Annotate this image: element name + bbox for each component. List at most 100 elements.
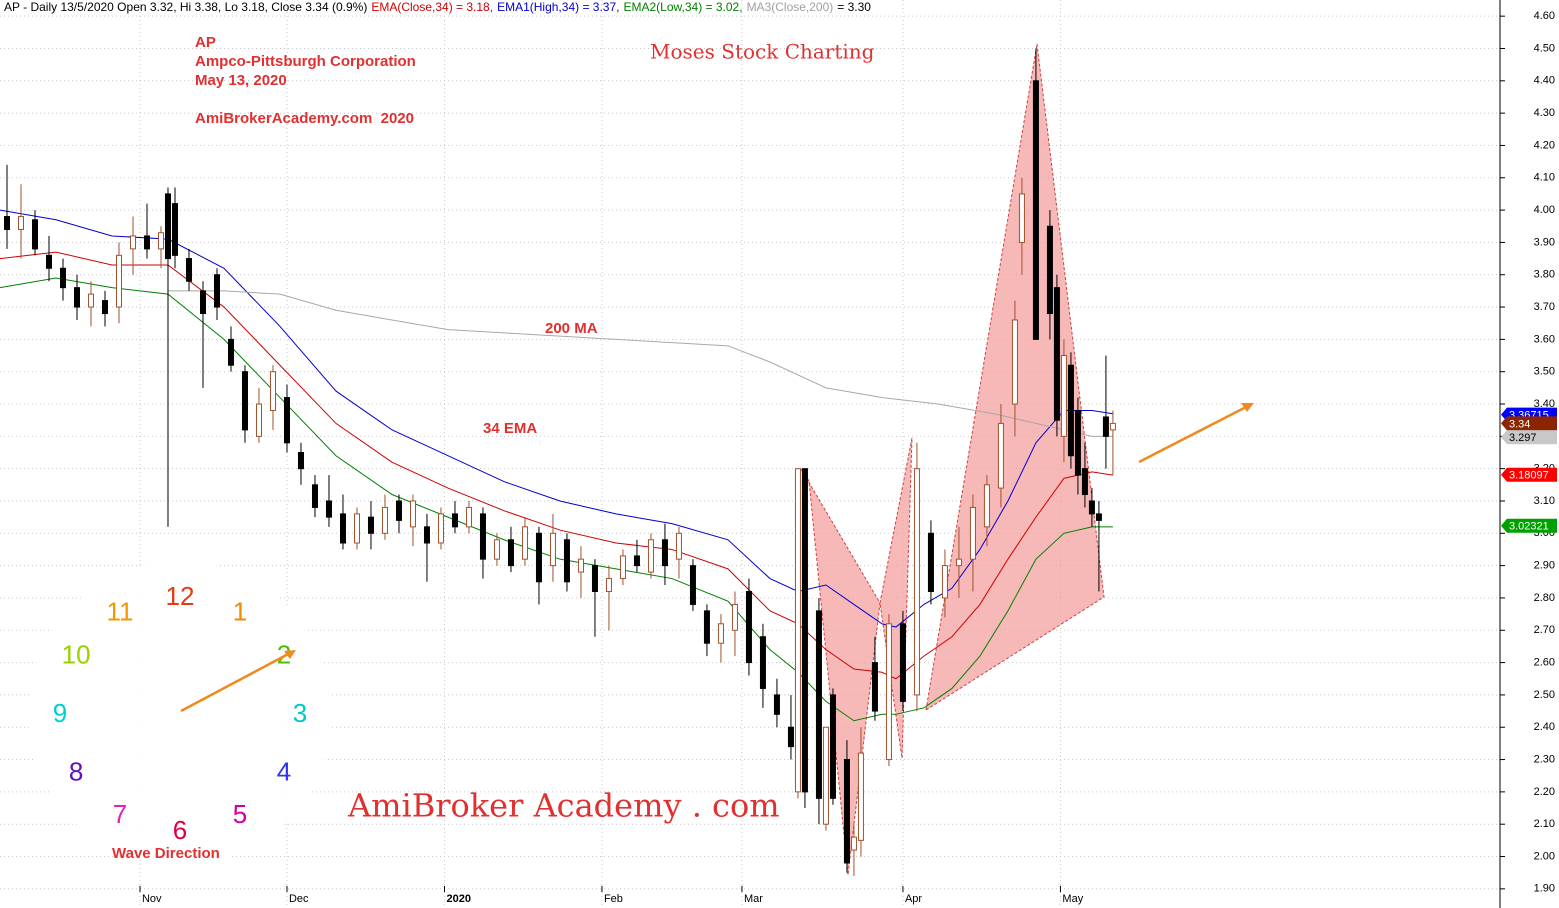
indicator-line xyxy=(0,209,1114,628)
candle-body xyxy=(353,513,360,544)
candle-body xyxy=(1053,287,1060,421)
direction-arrow xyxy=(1138,404,1249,464)
wave-arrow-head xyxy=(284,650,296,659)
direction-arrow-head xyxy=(1241,403,1254,412)
candle-body xyxy=(619,555,626,580)
clock-number: 6 xyxy=(173,815,187,845)
candle-body xyxy=(325,500,332,518)
candle-body xyxy=(241,371,248,431)
candle-body xyxy=(703,610,710,644)
candle-body xyxy=(1095,513,1102,521)
candle-body xyxy=(367,516,374,534)
y-tick-label: 3.90 xyxy=(1534,236,1555,248)
candle-body xyxy=(101,300,108,315)
candle-body xyxy=(143,235,150,250)
candle-body xyxy=(885,623,892,761)
y-tick-label: 3.70 xyxy=(1534,301,1555,313)
candle-body xyxy=(661,539,668,567)
candle-body xyxy=(283,397,290,444)
wave-arrow xyxy=(180,650,293,713)
clock-number: 11 xyxy=(107,597,134,627)
candle-body xyxy=(871,662,878,712)
candle-body xyxy=(157,232,164,250)
y-tick-label: 1.90 xyxy=(1534,883,1555,895)
header: AP - Daily 13/5/2020 Open 3.32, Hi 3.38,… xyxy=(4,0,871,14)
candle-body xyxy=(1060,355,1067,437)
header-part: EMA2(Low,34) = 3.02, xyxy=(623,0,742,14)
candle-body xyxy=(269,371,276,411)
candle-body xyxy=(1067,364,1074,457)
y-tick-label: 3.60 xyxy=(1534,333,1555,345)
candle-body xyxy=(1109,422,1116,431)
indicator-line xyxy=(167,290,1113,437)
candle-body xyxy=(1102,416,1109,437)
candle-body xyxy=(955,558,962,567)
candle-body xyxy=(339,513,346,544)
price-badge xyxy=(1501,518,1557,533)
y-tick-label: 4.30 xyxy=(1534,107,1555,119)
candle-body xyxy=(633,555,640,567)
candle-body xyxy=(164,193,171,260)
candle-body xyxy=(969,506,976,560)
price-badge-label: 3.18097 xyxy=(1509,470,1549,482)
price-badge xyxy=(1501,430,1557,445)
candle-body xyxy=(941,565,948,599)
clock-number: 5 xyxy=(233,799,247,829)
candle-body xyxy=(423,526,430,544)
y-tick-label: 3.50 xyxy=(1534,366,1555,378)
x-tick-label: Apr xyxy=(905,893,922,905)
y-tick-label: 2.30 xyxy=(1534,753,1555,765)
candle-body xyxy=(759,636,766,689)
candle-body xyxy=(843,759,850,864)
candle-body xyxy=(535,532,542,583)
candle-body xyxy=(59,267,66,289)
candle-body xyxy=(171,203,178,256)
clock-face xyxy=(28,561,332,865)
header-part: EMA(Close,34) = 3.18, xyxy=(371,0,493,14)
candle-body xyxy=(255,403,262,437)
watermark: AmiBroker Academy . com xyxy=(347,787,780,825)
header-part: MA3(Close,200) xyxy=(747,0,834,14)
wave-direction: Wave Direction xyxy=(112,845,220,862)
candle-body xyxy=(213,274,220,308)
candle-body xyxy=(850,836,857,851)
candle-body xyxy=(3,216,10,230)
candles xyxy=(3,48,1116,876)
candle-body xyxy=(1074,409,1081,476)
clock-number: 7 xyxy=(113,799,127,829)
y-tick-label: 2.20 xyxy=(1534,786,1555,798)
candle-body xyxy=(577,558,584,573)
x-tick-label: Mar xyxy=(744,893,763,905)
candle-body xyxy=(549,532,556,567)
x-tick-label: Dec xyxy=(289,893,309,905)
candle-body xyxy=(605,578,612,592)
y-tick-label: 2.00 xyxy=(1534,850,1555,862)
candle-body xyxy=(913,468,920,696)
company: Ampco-Pittsburgh Corporation xyxy=(195,53,416,70)
candle-body xyxy=(899,623,906,702)
candle-body xyxy=(857,752,864,841)
y-tick-label: 4.10 xyxy=(1534,172,1555,184)
candle-body xyxy=(983,484,990,528)
clock-number: 9 xyxy=(53,698,67,728)
candle-body xyxy=(479,513,486,560)
y-tick-label: 4.50 xyxy=(1534,42,1555,54)
candle-body xyxy=(437,513,444,544)
candle-body xyxy=(1088,500,1095,515)
header-part: AP - Daily 13/5/2020 Open 3.32, Hi 3.38,… xyxy=(4,0,367,14)
candle-body xyxy=(465,506,472,528)
clock-number: 8 xyxy=(69,756,83,786)
candle-body xyxy=(381,506,388,534)
candle-body xyxy=(815,610,822,799)
candle-body xyxy=(675,532,682,560)
y-tick-label: 3.80 xyxy=(1534,269,1555,281)
candle-body xyxy=(997,422,1004,489)
clock-number: 12 xyxy=(166,581,195,611)
candle-body xyxy=(493,539,500,560)
y-tick-label: 2.10 xyxy=(1534,818,1555,830)
candle-body xyxy=(745,590,752,664)
price-badge-label: 3.297 xyxy=(1509,432,1537,444)
y-tick-label: 4.60 xyxy=(1534,10,1555,22)
y-tick-label: 2.40 xyxy=(1534,721,1555,733)
